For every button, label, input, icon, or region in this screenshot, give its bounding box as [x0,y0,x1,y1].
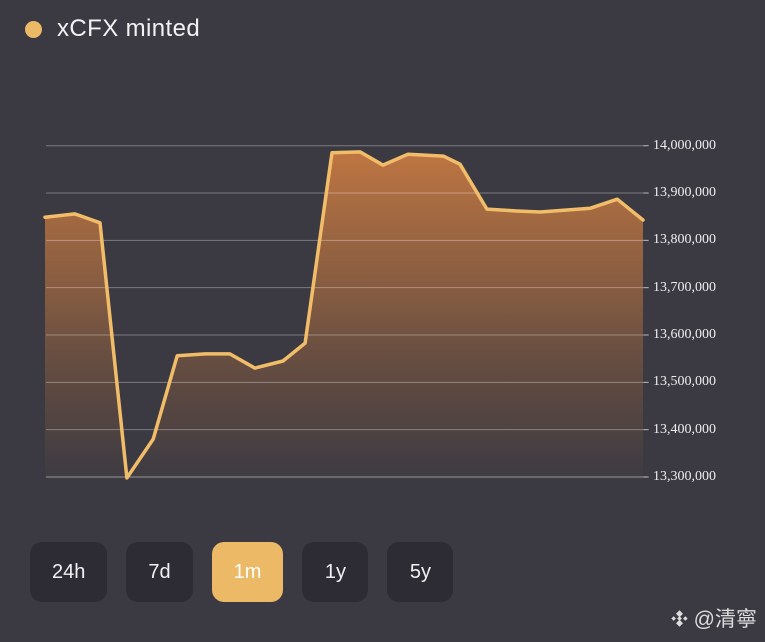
legend-label: xCFX minted [57,15,201,42]
area-fill [45,151,643,480]
series-line [43,150,645,480]
range-button-5y[interactable]: 5y [387,542,454,602]
binance-logo-icon [670,609,689,628]
range-button-1y[interactable]: 1y [302,542,369,602]
time-range-selector: 24h 7d 1m 1y 5y [30,542,454,602]
y-axis-ticks [643,145,649,478]
chart-legend[interactable]: xCFX minted [25,15,200,43]
legend-dot-icon [25,20,42,38]
range-button-7d[interactable]: 7d [126,542,193,602]
range-button-1m[interactable]: 1m [211,542,284,602]
range-button-24h[interactable]: 24h [30,542,108,602]
watermark: @清寧 [670,603,757,633]
watermark-text: @清寧 [693,608,757,631]
gridlines [46,145,648,478]
